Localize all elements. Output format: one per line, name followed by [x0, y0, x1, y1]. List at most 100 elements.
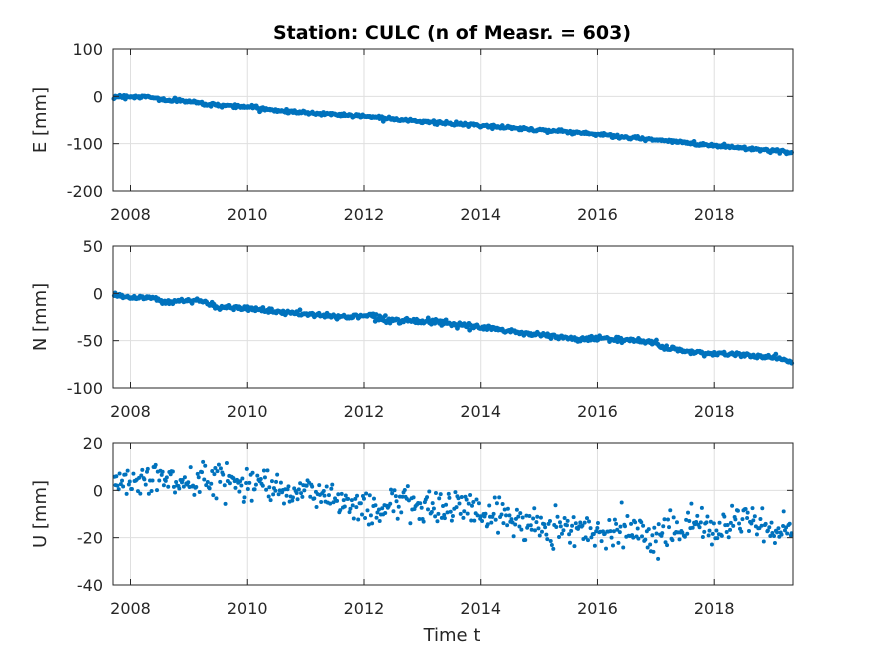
data-point: [392, 488, 397, 493]
data-point: [408, 521, 413, 526]
data-point: [252, 487, 257, 492]
data-point: [174, 480, 179, 485]
data-point: [459, 495, 464, 500]
data-point: [645, 545, 650, 550]
data-point: [224, 460, 229, 465]
data-point: [260, 483, 265, 488]
y-tick-label: -100: [67, 135, 103, 154]
data-point: [501, 521, 506, 526]
data-point: [516, 514, 521, 519]
data-point: [366, 522, 371, 527]
data-point: [194, 484, 199, 489]
data-point: [499, 512, 504, 517]
data-point: [708, 519, 713, 524]
data-point: [573, 521, 578, 526]
data-point: [759, 523, 764, 528]
data-point: [388, 501, 393, 506]
data-point: [468, 493, 473, 498]
data-point: [350, 503, 355, 508]
data-point: [437, 496, 442, 501]
data-point: [164, 475, 169, 480]
data-point: [363, 516, 368, 521]
data-point: [201, 459, 206, 464]
data-point: [268, 498, 273, 503]
data-point: [346, 496, 351, 501]
data-point: [274, 479, 279, 484]
data-point: [706, 533, 711, 538]
axes-frame: [112, 245, 794, 389]
data-point: [450, 513, 455, 518]
data-point: [186, 480, 191, 485]
data-point: [746, 528, 751, 533]
data-point: [443, 317, 449, 323]
data-point: [689, 501, 694, 506]
data-point: [554, 524, 559, 529]
data-point: [559, 531, 564, 536]
data-point: [458, 511, 463, 516]
data-point: [478, 514, 483, 519]
data-point: [761, 539, 766, 544]
data-point: [687, 519, 692, 524]
data-point: [430, 501, 435, 506]
data-point: [737, 521, 742, 526]
data-point: [549, 543, 554, 548]
data-point: [770, 531, 775, 535]
data-point: [660, 531, 665, 536]
x-tick-label: 2010: [227, 599, 268, 618]
data-point: [735, 508, 740, 513]
data-point: [196, 475, 201, 480]
data-point: [570, 523, 575, 528]
data-point: [715, 536, 720, 541]
data-point: [145, 466, 150, 471]
data-point: [589, 535, 594, 540]
data-point: [749, 521, 754, 526]
data-point: [255, 473, 260, 478]
data-point: [504, 513, 509, 518]
data-point: [511, 534, 516, 539]
data-point: [258, 476, 263, 481]
data-point: [490, 514, 495, 519]
data-point: [691, 139, 697, 144]
data-point: [569, 528, 574, 533]
data-point: [586, 519, 591, 524]
y-axis-label: U [mm]: [30, 480, 51, 548]
data-point: [592, 543, 597, 548]
data-point: [595, 525, 600, 530]
data-point: [310, 484, 315, 489]
x-tick-label: 2016: [577, 599, 618, 618]
data-point: [356, 517, 361, 522]
data-point: [625, 514, 630, 518]
data-point: [278, 480, 283, 485]
x-tick-label: 2010: [227, 205, 268, 224]
data-point: [290, 495, 295, 500]
x-tick-label: 2014: [460, 402, 501, 421]
y-axis-label: N [mm]: [30, 283, 51, 351]
data-point: [557, 520, 562, 525]
data-point: [686, 510, 691, 515]
data-point: [347, 510, 352, 515]
data-point: [326, 493, 331, 498]
data-point: [242, 495, 247, 500]
data-point: [425, 495, 430, 500]
x-tick-label: 2012: [344, 205, 385, 224]
data-point: [610, 543, 615, 548]
data-point: [341, 498, 346, 503]
data-point: [517, 524, 522, 529]
data-point: [250, 470, 255, 475]
data-point: [317, 483, 322, 488]
data-point: [760, 506, 765, 511]
data-point: [485, 522, 490, 527]
data-point: [411, 495, 416, 500]
x-tick-label: 2014: [460, 205, 501, 224]
data-point: [210, 468, 215, 473]
data-point: [745, 510, 750, 515]
data-point: [221, 472, 226, 477]
data-point: [391, 509, 396, 514]
data-point: [349, 498, 354, 503]
data-point: [127, 479, 132, 484]
data-point: [365, 508, 370, 513]
x-tick-label: 2008: [110, 205, 151, 224]
data-point: [389, 487, 393, 492]
data-point: [629, 521, 634, 526]
data-point: [373, 503, 378, 508]
